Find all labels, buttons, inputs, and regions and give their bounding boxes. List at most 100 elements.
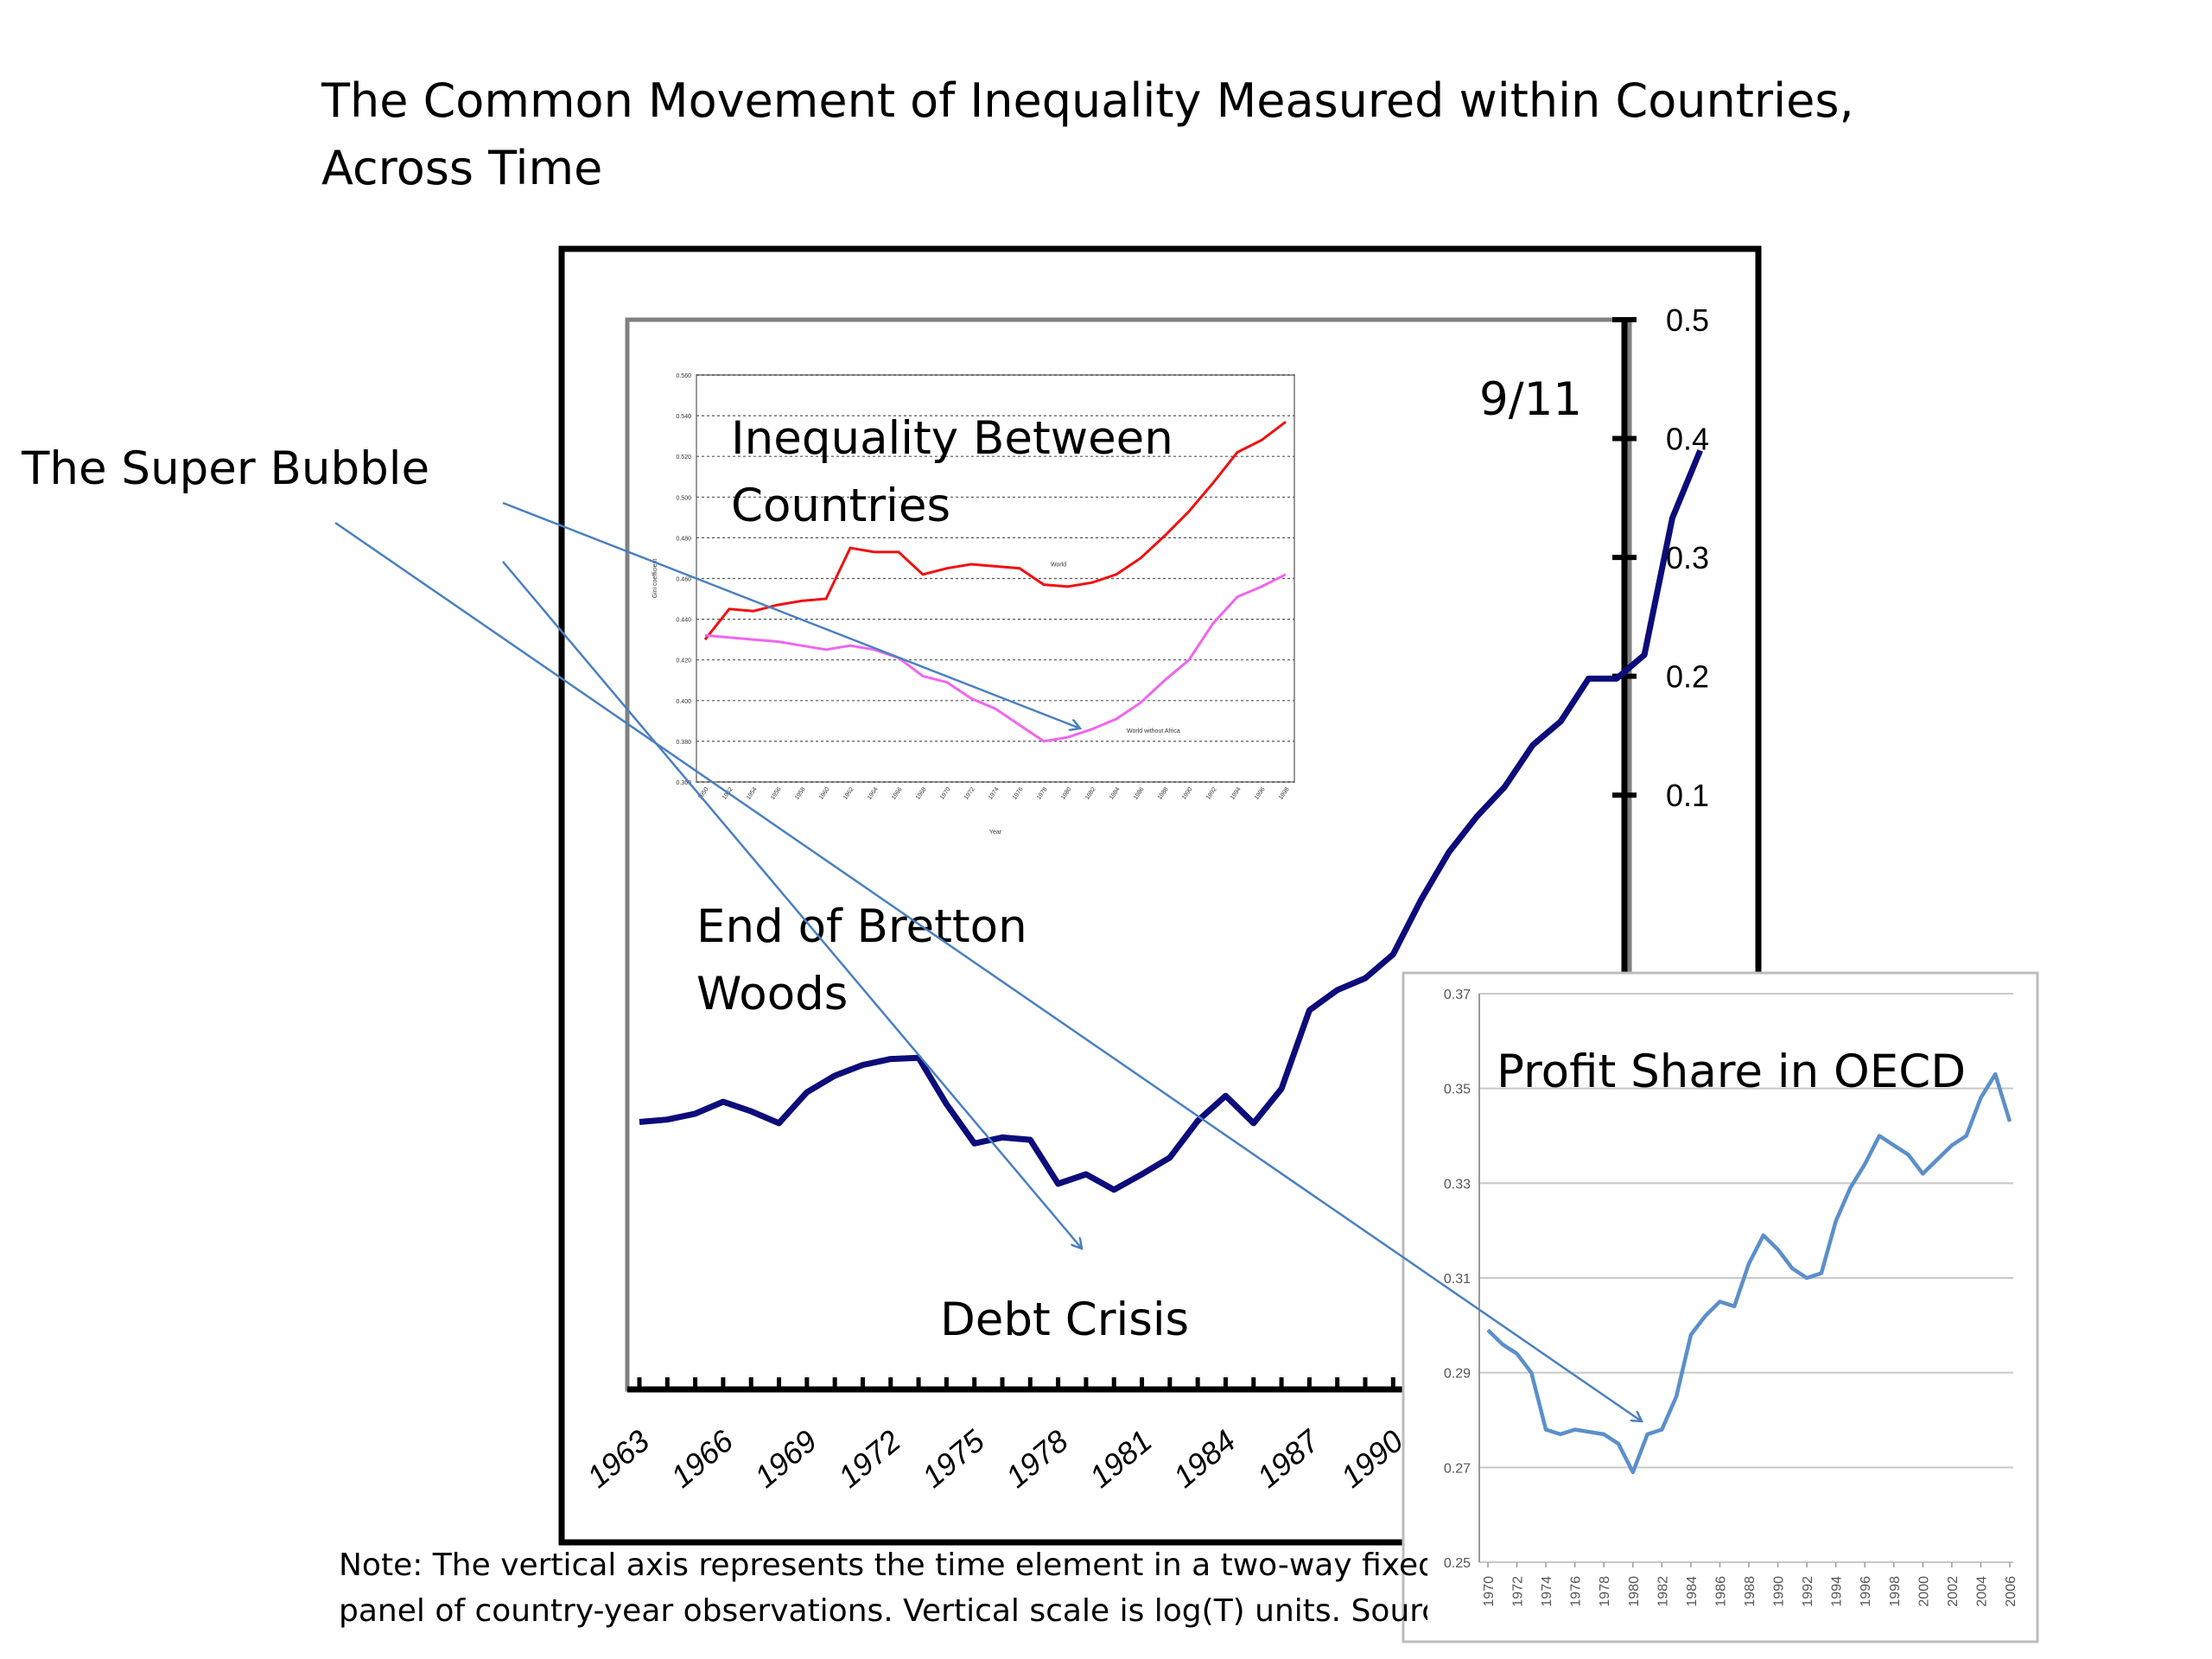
inset2-x-tick-label: 2000	[1916, 1576, 1931, 1607]
inset1-title-line-1: Inequality Between	[731, 412, 1173, 465]
inset2-x-tick-label: 1978	[1598, 1576, 1612, 1607]
inset2-frame	[1402, 971, 2039, 1643]
inset1-y-axis-label: Gini coefficient	[652, 559, 658, 599]
inset2-x-tick-label: 1974	[1540, 1576, 1554, 1607]
inset1-y-tick-label: 0.520	[676, 454, 691, 461]
inset2-y-tick-label: 0.33	[1444, 1177, 1471, 1192]
figure-note-line-2: panel of country-year observations. Vert…	[339, 1593, 1427, 1629]
inset1-x-tick-label: 1964	[867, 786, 880, 801]
inset1-world-without-africa-line	[704, 573, 1287, 743]
inset1-x-tick-label: 1962	[842, 786, 855, 801]
main-x-tick-label: 1963	[580, 1423, 656, 1495]
inset2-x-tick-label: 1970	[1482, 1576, 1497, 1607]
inset1-y-tick-label: 0.500	[676, 495, 691, 501]
inset1-x-tick-label: 1980	[1060, 786, 1073, 801]
inset2-x-tick-label: 1998	[1888, 1576, 1903, 1607]
inset1-y-tick-label: 0.440	[676, 618, 691, 624]
super-bubble-arrow-2	[502, 561, 1082, 1249]
inset1-x-tick-label: 1974	[988, 786, 1001, 801]
main-chart-outer-frame	[558, 245, 1762, 1546]
inset2-x-tick-label: 1972	[1511, 1576, 1526, 1607]
inset2-x-tick-label: 2004	[1974, 1576, 1989, 1607]
inset1-x-tick-label: 1990	[1181, 786, 1194, 801]
main-chart-series	[639, 448, 1703, 1193]
inset1-x-tick-label: 1966	[891, 786, 904, 801]
inset2-x-tick-label: 1996	[1859, 1576, 1873, 1607]
inset2-y-tick-label: 0.37	[1444, 988, 1471, 1002]
inset1-x-tick-label: 1988	[1157, 786, 1170, 801]
inset1-x-tick-label: 1956	[770, 786, 783, 801]
inset1-x-tick-label: 1958	[794, 786, 807, 801]
main-x-tick-label: 1984	[1166, 1423, 1243, 1495]
inset2-x-tick-label: 1986	[1713, 1576, 1728, 1607]
main-y-tick-label: 0.1	[1666, 778, 1709, 813]
inset2-x-tick-label: 1982	[1656, 1576, 1670, 1607]
inset1-x-axis-label: Year	[989, 830, 1002, 836]
main-y-tick-label: 0.4	[1666, 422, 1709, 457]
inset2-x-tick-label: 1980	[1627, 1576, 1642, 1607]
inset1-x-tick-label: 1984	[1109, 786, 1122, 801]
main-y-tick-label: 0.5	[1666, 302, 1709, 338]
inset2-x-tick-label: 1988	[1743, 1576, 1758, 1607]
inset1-series-label-world-without-africa: World without Africa	[1127, 728, 1180, 734]
inset1-x-tick-label: 1968	[915, 786, 928, 801]
inset1-y-tick-label: 0.480	[676, 536, 691, 542]
inset2-y-tick-label: 0.31	[1444, 1272, 1471, 1287]
page-title-line-1: The Common Movement of Inequality Measur…	[321, 73, 1854, 128]
inset1-x-tick-label: 1978	[1036, 786, 1049, 801]
inset1-title-line-2: Countries	[731, 480, 950, 532]
main-x-tick-label: 1966	[664, 1422, 740, 1495]
page-title-line-2: Across Time	[321, 141, 603, 195]
super-bubble-callout: The Super Bubble	[22, 442, 430, 495]
inset2-x-tick-label: 1994	[1830, 1576, 1845, 1607]
inset1-x-tick-label: 1994	[1230, 786, 1243, 801]
main-x-tick-label: 1981	[1083, 1423, 1159, 1495]
inset1-y-tick-label: 0.560	[676, 373, 691, 379]
main-series-line	[639, 448, 1703, 1193]
inset2-x-tick-label: 1976	[1569, 1576, 1584, 1607]
inset1-x-tick-label: 1960	[818, 786, 831, 801]
inset1-series-label-world: World	[1051, 562, 1066, 568]
inset-inequality-between-countries: 0.360 0.380 0.400 0.420 0.440 0.460 0.480 0.500…	[652, 373, 1295, 836]
inset2-x-tick-label: 1990	[1772, 1576, 1787, 1607]
inset1-x-tick-label: 1970	[939, 786, 952, 801]
inset2-x-tick-label: 2006	[2004, 1576, 2018, 1607]
inset2-y-tick-label: 0.35	[1444, 1083, 1471, 1097]
inset1-y-tick-label: 0.420	[676, 658, 691, 664]
main-y-tick-label: 0.3	[1666, 540, 1709, 575]
inset2-x-tick-label: 1984	[1685, 1576, 1700, 1607]
inset1-y-tick-label: 0.380	[676, 740, 691, 746]
main-x-tick-label: 1972	[831, 1423, 907, 1495]
inset2-x-tick-label: 2002	[1946, 1576, 1961, 1607]
annotation-end-of-bretton-woods-line-1: End of Bretton	[696, 900, 1027, 953]
inset2-y-tick-label: 0.25	[1444, 1556, 1471, 1571]
inset1-x-tick-label: 1972	[963, 786, 976, 801]
inset2-y-tick-label: 0.29	[1444, 1367, 1471, 1382]
inset1-x-tick-label: 1992	[1205, 786, 1218, 801]
main-x-tick-label: 1978	[999, 1423, 1075, 1495]
inset1-y-tick-label: 0.460	[676, 577, 691, 583]
inset2-y-tick-label: 0.27	[1444, 1461, 1471, 1476]
annotation-debt-crisis: Debt Crisis	[940, 1294, 1189, 1346]
inset1-y-tick-label: 0.360	[676, 780, 691, 786]
main-y-tick-label: 0.2	[1666, 659, 1709, 695]
figure-note-line-1: Note: The vertical axis represents the t…	[339, 1548, 1427, 1583]
super-bubble-arrows	[334, 501, 1642, 1421]
inset2-profit-share-line	[1486, 1071, 2012, 1475]
inset2-x-tick-label: 1992	[1801, 1576, 1815, 1607]
page-title: The Common Movement of Inequality Measur…	[321, 67, 1963, 202]
super-bubble-arrow-3	[334, 521, 1642, 1421]
inset1-x-tick-label: 1954	[746, 786, 759, 801]
inset1-x-tick-label: 1976	[1012, 786, 1025, 801]
inset-profit-share-oecd: 0.25 0.27 0.29 0.31 0.33 0.35 0.37 1970 1972 1974…	[1402, 971, 2039, 1643]
annotation-9-11: 9/11	[1479, 373, 1582, 426]
inset1-x-tick-label: 1996	[1254, 786, 1267, 801]
inset1-x-tick-label: 1982	[1084, 786, 1097, 801]
inset2-title: Profit Share in OECD	[1497, 1046, 1966, 1098]
inset1-x-tick-label: 1998	[1278, 786, 1291, 801]
annotation-end-of-bretton-woods-line-2: Woods	[696, 968, 848, 1020]
main-x-tick-label: 1975	[915, 1422, 991, 1495]
inset1-x-tick-label: 1986	[1133, 786, 1146, 801]
main-x-tick-label: 1987	[1250, 1421, 1327, 1494]
